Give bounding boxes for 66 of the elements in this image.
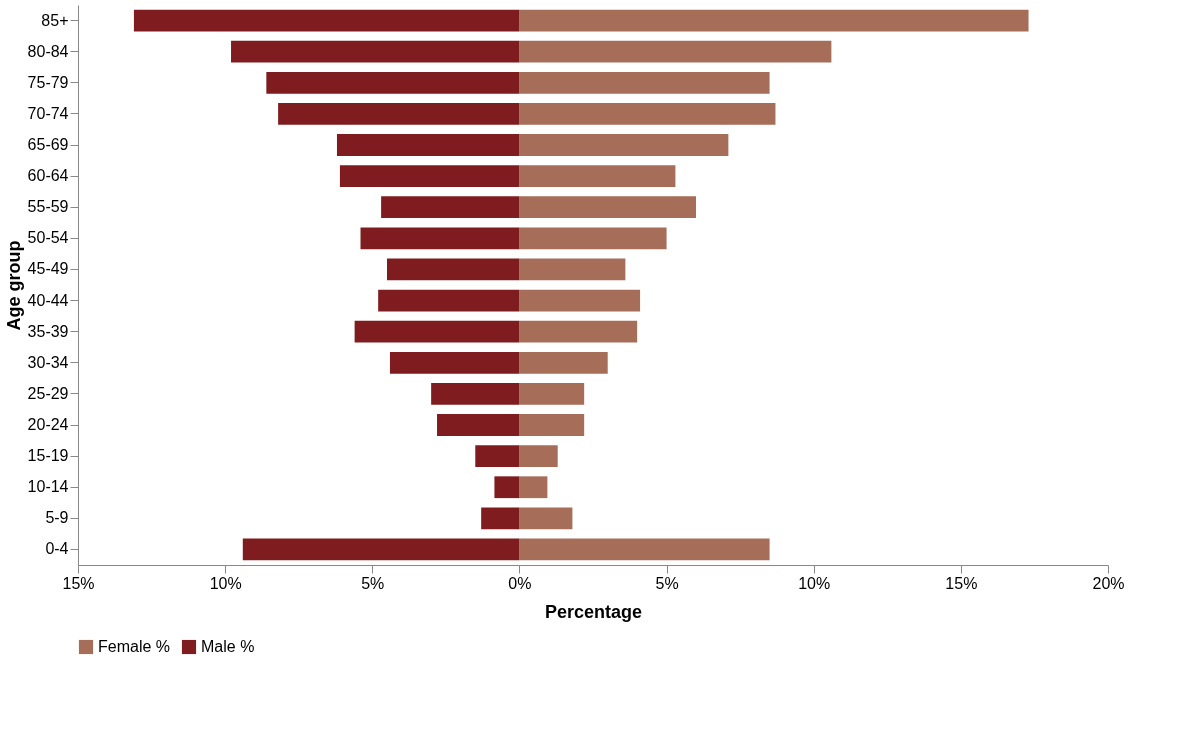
y-tick-label: 50-54: [27, 229, 69, 247]
x-tick-label: 15%: [62, 574, 95, 592]
y-tick-label: 5-9: [45, 509, 69, 527]
y-tick-label: 10-14: [27, 478, 69, 496]
y-tick-label: 20-24: [27, 416, 69, 433]
bar: [381, 196, 520, 219]
y-tick-label: 80-84: [27, 42, 69, 60]
bar: [519, 40, 832, 63]
bar: [354, 320, 520, 343]
x-tick-label: 20%: [1092, 574, 1125, 592]
bar: [519, 414, 585, 436]
x-tick-label: 0%: [508, 574, 532, 592]
bar: [339, 165, 520, 187]
bar: [519, 9, 1029, 32]
legend-label: Male %: [201, 638, 255, 655]
bar: [519, 289, 641, 312]
bar: [437, 414, 520, 436]
bar: [481, 507, 520, 530]
x-tick-label: 15%: [945, 574, 978, 592]
bar: [378, 289, 520, 312]
bar: [360, 227, 520, 250]
x-tick-label: 5%: [361, 574, 385, 592]
bar: [519, 320, 638, 343]
bar: [266, 71, 520, 94]
y-axis-title: Age group: [3, 240, 24, 331]
y-tick-label: 35-39: [27, 322, 69, 340]
y-tick-label: 55-59: [27, 198, 69, 216]
bar: [475, 445, 520, 467]
y-tick-label: 0-4: [45, 540, 69, 558]
y-tick-label: 45-49: [27, 260, 69, 278]
bar: [519, 258, 626, 281]
bar: [387, 258, 520, 281]
bar: [336, 134, 520, 156]
x-tick-label: 10%: [209, 574, 242, 592]
bar: [519, 351, 608, 374]
x-axis-title: Percentage: [544, 601, 643, 622]
y-tick-label: 85+: [41, 11, 69, 29]
bar: [519, 103, 776, 125]
x-tick-label: 5%: [655, 574, 679, 592]
bar: [519, 227, 667, 250]
bar: [519, 383, 585, 405]
x-tick-label: 10%: [798, 574, 831, 592]
bar: [519, 196, 696, 219]
y-tick-label: 65-69: [27, 136, 69, 153]
y-tick-label: 15-19: [27, 447, 69, 465]
bar: [519, 134, 729, 156]
bar: [494, 476, 520, 499]
bar: [519, 445, 558, 467]
y-tick-label: 25-29: [27, 384, 69, 402]
y-tick-label: 60-64: [27, 167, 69, 185]
legend-label: Female %: [98, 638, 171, 655]
y-tick-label: 40-44: [27, 291, 69, 309]
y-tick-label: 70-74: [27, 104, 69, 122]
bar: [389, 351, 520, 374]
y-tick-label: 30-34: [27, 353, 69, 371]
bar: [133, 9, 520, 32]
bar: [242, 538, 520, 561]
y-tick-label: 75-79: [27, 73, 69, 91]
bar: [431, 383, 520, 405]
bar: [519, 165, 676, 187]
bar: [519, 507, 573, 530]
bar: [231, 40, 520, 63]
bar: [519, 71, 770, 94]
bar: [519, 476, 548, 499]
bar: [278, 103, 520, 125]
bar: [519, 538, 770, 561]
